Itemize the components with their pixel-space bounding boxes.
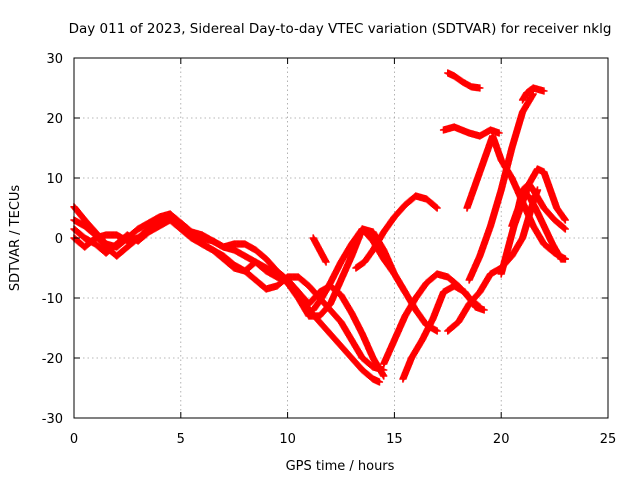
- data-point: [480, 306, 488, 314]
- data-point: [380, 372, 388, 380]
- series-track-6: [309, 225, 409, 314]
- x-tick-label: 25: [600, 432, 617, 447]
- data-point: [540, 87, 548, 95]
- series-track-14: [439, 123, 503, 140]
- y-tick-label: 30: [46, 52, 63, 67]
- data-point: [561, 255, 569, 263]
- data-point: [432, 203, 440, 211]
- series-track-4: [70, 216, 388, 380]
- data-point: [433, 204, 441, 212]
- y-tick-label: -20: [42, 352, 63, 367]
- series-track-18: [525, 192, 569, 263]
- data-point: [433, 327, 441, 335]
- data-point: [495, 129, 503, 137]
- x-tick-label: 10: [279, 432, 296, 447]
- chart-title: Day 011 of 2023, Sidereal Day-to-day VTE…: [69, 21, 612, 37]
- y-tick-label: 10: [46, 172, 63, 187]
- x-tick-label: 15: [386, 432, 403, 447]
- x-tick-label: 0: [70, 432, 78, 447]
- data-point: [401, 288, 409, 296]
- data-point: [322, 258, 330, 266]
- x-axis-label: GPS time / hours: [286, 459, 395, 474]
- data-point: [561, 225, 569, 233]
- series-track-15: [444, 69, 484, 92]
- series-track-17: [508, 165, 569, 230]
- data-points: [70, 69, 569, 386]
- x-tick-label: 20: [493, 432, 510, 447]
- series-track-9: [399, 282, 488, 383]
- y-tick-label: 0: [55, 232, 63, 247]
- grid-lines: [74, 58, 608, 418]
- series-track-7: [309, 234, 330, 266]
- x-tick-label: 5: [177, 432, 185, 447]
- data-point: [375, 378, 384, 386]
- series-track-16: [518, 84, 548, 104]
- data-point: [560, 224, 568, 232]
- axes: 0 5 10 15 20 25 -30 -20 -10 0 10 20 30: [42, 52, 617, 447]
- series-track-11: [465, 90, 537, 284]
- data-point: [476, 84, 484, 92]
- y-tick-label: -30: [42, 412, 63, 427]
- y-tick-label: 20: [46, 112, 63, 127]
- data-point: [561, 216, 569, 224]
- y-axis-label: SDTVAR / TECUs: [8, 185, 23, 292]
- y-tick-label: -10: [42, 292, 63, 307]
